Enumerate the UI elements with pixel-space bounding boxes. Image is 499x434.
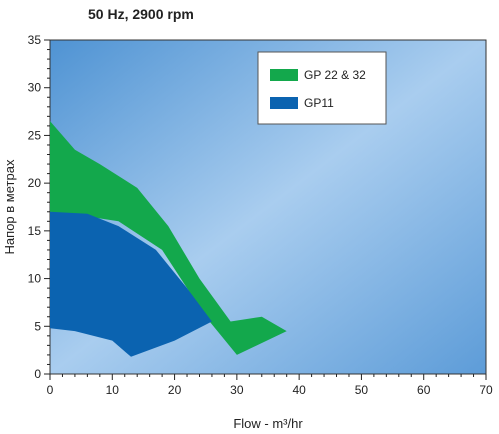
series-area-gp11 — [50, 211, 212, 357]
y-tick-label: 20 — [28, 176, 42, 190]
legend: GP 22 & 32 GP11 — [257, 51, 387, 125]
series-areas — [50, 121, 287, 357]
y-tick-label: 35 — [28, 33, 42, 47]
y-tick-label: 0 — [34, 367, 41, 381]
y-tick-label: 5 — [34, 319, 41, 333]
x-tick-label: 60 — [417, 383, 431, 397]
x-tick-label: 70 — [479, 383, 493, 397]
x-tick-label: 20 — [168, 383, 182, 397]
legend-label-gp22-32: GP 22 & 32 — [304, 68, 366, 82]
y-tick-label: 10 — [28, 272, 42, 286]
legend-swatch-gp22-32 — [270, 69, 298, 81]
x-tick-label: 50 — [355, 383, 369, 397]
legend-swatch-gp11 — [270, 97, 298, 109]
y-tick-label: 15 — [28, 224, 42, 238]
y-tick-label: 25 — [28, 128, 42, 142]
y-axis-label: Напор в метрах — [2, 159, 17, 254]
legend-label-gp11: GP11 — [304, 96, 334, 110]
legend-box — [257, 51, 387, 125]
x-tick-label: 0 — [47, 383, 54, 397]
x-axis-label: Flow - m³/hr — [233, 416, 303, 431]
x-tick-label: 40 — [292, 383, 306, 397]
chart-title: 50 Hz, 2900 rpm — [88, 6, 194, 22]
x-tick-label: 30 — [230, 383, 244, 397]
x-tick-label: 10 — [106, 383, 120, 397]
series-area-gp22-32 — [50, 121, 287, 355]
axes: 0 5 10 15 20 25 30 35 0 10 20 30 40 50 60 70 — [28, 33, 493, 397]
y-tick-label: 30 — [28, 81, 42, 95]
